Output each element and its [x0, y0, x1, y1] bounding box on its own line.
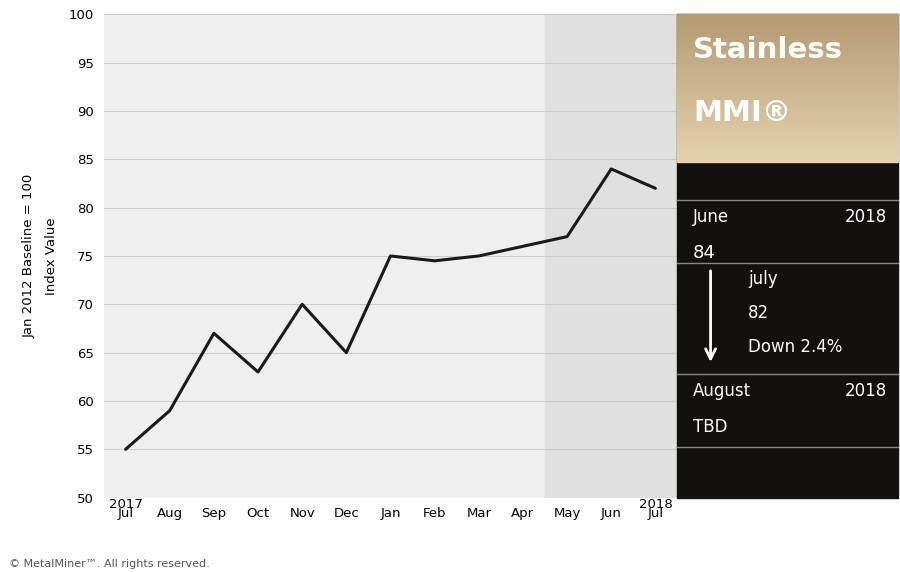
- Bar: [678, 137, 898, 142]
- Bar: [678, 54, 898, 58]
- Text: 84: 84: [693, 244, 716, 262]
- Bar: [678, 122, 898, 128]
- Text: 2018: 2018: [845, 382, 887, 400]
- Bar: [678, 113, 898, 117]
- Text: August: August: [693, 382, 751, 400]
- Text: Down 2.4%: Down 2.4%: [748, 338, 842, 356]
- Text: 2018: 2018: [845, 208, 887, 225]
- Text: 82: 82: [748, 304, 770, 322]
- Bar: [678, 83, 898, 88]
- Bar: [678, 73, 898, 78]
- Bar: [678, 147, 898, 152]
- Bar: [678, 157, 898, 162]
- Bar: [678, 108, 898, 113]
- Text: © MetalMiner™. All rights reserved.: © MetalMiner™. All rights reserved.: [9, 559, 210, 569]
- Text: Stainless: Stainless: [693, 36, 843, 64]
- Text: july: july: [748, 269, 778, 288]
- Bar: [678, 78, 898, 83]
- Bar: [678, 103, 898, 108]
- Bar: [678, 39, 898, 44]
- Text: TBD: TBD: [693, 418, 727, 436]
- Bar: [678, 117, 898, 122]
- Text: Index Value: Index Value: [45, 217, 58, 295]
- Bar: [678, 93, 898, 98]
- Text: 2017: 2017: [109, 498, 142, 511]
- Bar: [545, 14, 678, 498]
- Bar: [678, 142, 898, 147]
- Bar: [678, 152, 898, 157]
- Bar: [678, 68, 898, 73]
- Bar: [678, 88, 898, 93]
- Bar: [678, 58, 898, 63]
- Bar: [678, 49, 898, 54]
- Text: Jan 2012 Baseline = 100: Jan 2012 Baseline = 100: [22, 174, 35, 338]
- Text: MMI®: MMI®: [693, 99, 791, 127]
- Bar: [678, 14, 898, 19]
- Bar: [678, 128, 898, 132]
- Bar: [678, 34, 898, 39]
- Bar: [678, 24, 898, 29]
- Bar: [678, 44, 898, 49]
- Bar: [678, 132, 898, 137]
- Bar: [678, 19, 898, 24]
- Text: 2018: 2018: [638, 498, 672, 511]
- Bar: [678, 29, 898, 34]
- Bar: [678, 98, 898, 103]
- Text: June: June: [693, 208, 729, 225]
- Bar: [678, 63, 898, 68]
